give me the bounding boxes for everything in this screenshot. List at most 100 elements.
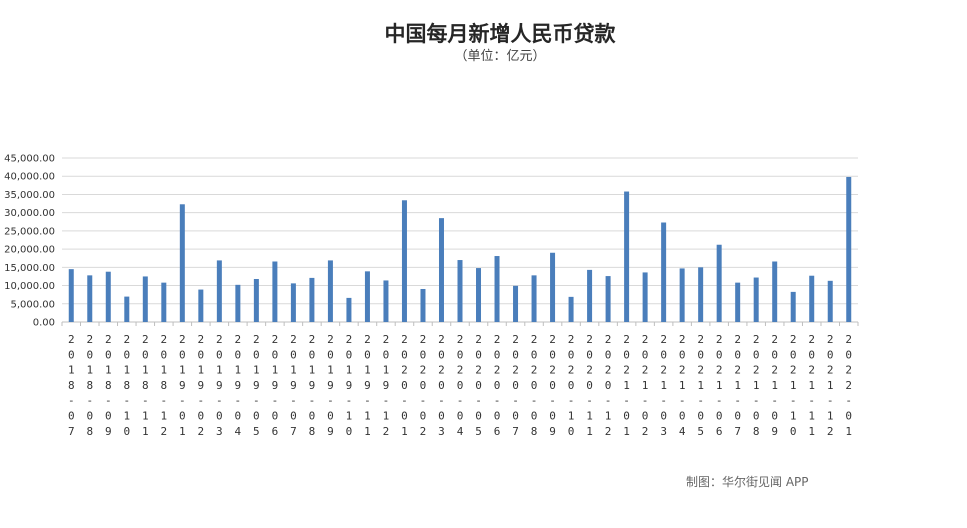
bar: [364, 271, 370, 322]
bar: [457, 260, 463, 322]
x-tick-label: 2 0 1 9 -0 6: [272, 333, 279, 438]
x-tick-label: 2 0 2 0 -1 0: [568, 333, 575, 438]
bar: [698, 267, 704, 322]
x-tick-label: 2 0 1 9 -0 4: [235, 333, 242, 438]
x-tick-label: 2 0 1 9 -0 2: [198, 333, 205, 438]
x-tick-label: 2 0 2 0 -0 9: [549, 333, 556, 438]
x-tick-label: 2 0 2 1 -0 8: [753, 333, 760, 438]
x-tick-label: 2 0 2 1 -1 2: [827, 333, 834, 438]
x-tick-label: 2 0 2 1 -0 1: [623, 333, 630, 438]
bar: [790, 291, 796, 322]
bar: [772, 261, 778, 322]
chart-title: 中国每月新增人民币贷款: [384, 22, 616, 46]
bar: [87, 275, 93, 322]
x-tick-label: 2 0 2 1 -0 6: [716, 333, 723, 438]
x-tick-label: 2 0 2 1 -0 5: [697, 333, 704, 438]
bar: [513, 285, 519, 322]
x-tick-label: 2 0 1 9 -0 3: [216, 333, 223, 438]
y-tick-label: 10,000.00: [4, 281, 55, 292]
x-tick-label: 2 0 1 8 -0 7: [68, 333, 75, 438]
x-tick-label: 2 0 2 1 -0 7: [734, 333, 741, 438]
x-tick-label: 2 0 2 2 -0 1: [845, 333, 852, 438]
x-tick-label: 2 0 1 9 -0 7: [290, 333, 297, 438]
x-tick-label: 2 0 1 8 -1 2: [161, 333, 168, 438]
bar: [716, 244, 722, 322]
x-tick-label: 2 0 2 0 -0 3: [438, 333, 445, 438]
x-tick-label: 2 0 1 9 -0 5: [253, 333, 260, 438]
bar: [161, 282, 167, 322]
x-tick-label: 2 0 1 8 -1 0: [123, 333, 130, 438]
bar-series: [68, 176, 852, 322]
bar: [420, 288, 426, 322]
bar: [753, 277, 759, 322]
bar: [476, 268, 482, 322]
y-tick-label: 0.00: [33, 318, 55, 329]
x-tick-label: 2 0 2 1 -1 0: [790, 333, 797, 438]
x-tick-label: 2 0 2 0 -0 4: [457, 333, 464, 438]
x-tick-label: 2 0 2 1 -0 3: [660, 333, 667, 438]
bar: [272, 261, 278, 322]
x-tick-label: 2 0 2 1 -0 9: [771, 333, 778, 438]
x-tick-label: 2 0 1 8 -0 9: [105, 333, 112, 438]
x-tick-label: 2 0 2 0 -0 5: [475, 333, 482, 438]
bar: [624, 191, 630, 322]
bar: [550, 252, 556, 322]
bar: [105, 271, 111, 322]
x-tick-label: 2 0 2 1 -0 2: [642, 333, 649, 438]
bar: [494, 256, 500, 322]
x-tick-label: 2 0 1 9 -0 9: [327, 333, 334, 438]
bar: [346, 297, 352, 322]
y-tick-label: 40,000.00: [4, 172, 55, 183]
bar: [531, 275, 537, 322]
x-tick-label: 2 0 2 0 -0 6: [494, 333, 501, 438]
bar: [383, 280, 389, 322]
bar: [642, 272, 648, 322]
bar: [809, 275, 815, 322]
x-tick-label: 2 0 2 0 -0 1: [401, 333, 408, 438]
bar: [661, 222, 667, 322]
x-tick-label: 2 0 2 0 -1 2: [605, 333, 612, 438]
x-tick-label: 2 0 2 0 -0 7: [512, 333, 519, 438]
bar: [605, 276, 611, 322]
bar: [216, 260, 222, 322]
bar: [142, 276, 148, 322]
bar: [253, 278, 259, 322]
bar: [327, 260, 333, 322]
source-credit: 制图：华尔街见闻 APP: [686, 475, 809, 489]
x-tick-label: 2 0 2 1 -1 1: [808, 333, 815, 438]
x-tick-label: 2 0 1 8 -0 8: [86, 333, 93, 438]
y-tick-label: 25,000.00: [4, 226, 55, 237]
x-tick-label: 2 0 1 9 -1 2: [383, 333, 390, 438]
bar: [438, 218, 444, 322]
y-axis: 0.00 5,000.00 10,000.00 15,000.00 20,000.00 2…: [4, 154, 55, 329]
y-tick-label: 20,000.00: [4, 245, 55, 256]
x-axis: 2 0 1 8 -0 7 2 0 1 8 -0 8 2 0 1 8 -0 9 2 0 1 8 -1 0 2 0 1 8 -1 1 2 0 1 8-…: [61, 322, 859, 438]
bar: [309, 277, 315, 322]
x-tick-label: 2 0 1 8 -1 1: [142, 333, 149, 438]
bar: [846, 176, 852, 322]
bar: [401, 200, 407, 322]
bar: [124, 296, 130, 322]
x-tick-label: 2 0 1 9 -0 1: [179, 333, 186, 438]
bar: [568, 296, 574, 322]
x-tick-label: 2 0 2 0 -1 1: [586, 333, 593, 438]
bar: [179, 204, 185, 322]
bar: [587, 269, 593, 322]
bar: [735, 282, 741, 322]
bar: [290, 283, 296, 322]
bar: [827, 280, 833, 322]
x-tick-label: 2 0 2 1 -0 4: [679, 333, 686, 438]
bar: [198, 289, 204, 322]
bar: [68, 269, 74, 322]
x-tick-label: 2 0 2 0 -0 8: [531, 333, 538, 438]
x-tick-label: 2 0 1 9 -1 0: [346, 333, 353, 438]
x-tick-label: 2 0 2 0 -0 2: [420, 333, 427, 438]
bar: [235, 284, 241, 322]
bar: [679, 268, 685, 322]
y-tick-label: 5,000.00: [10, 299, 55, 310]
x-tick-label: 2 0 1 9 -1 1: [364, 333, 371, 438]
y-tick-label: 30,000.00: [4, 208, 55, 219]
x-tick-label: 2 0 1 9 -0 8: [309, 333, 316, 438]
y-tick-label: 45,000.00: [4, 154, 55, 165]
